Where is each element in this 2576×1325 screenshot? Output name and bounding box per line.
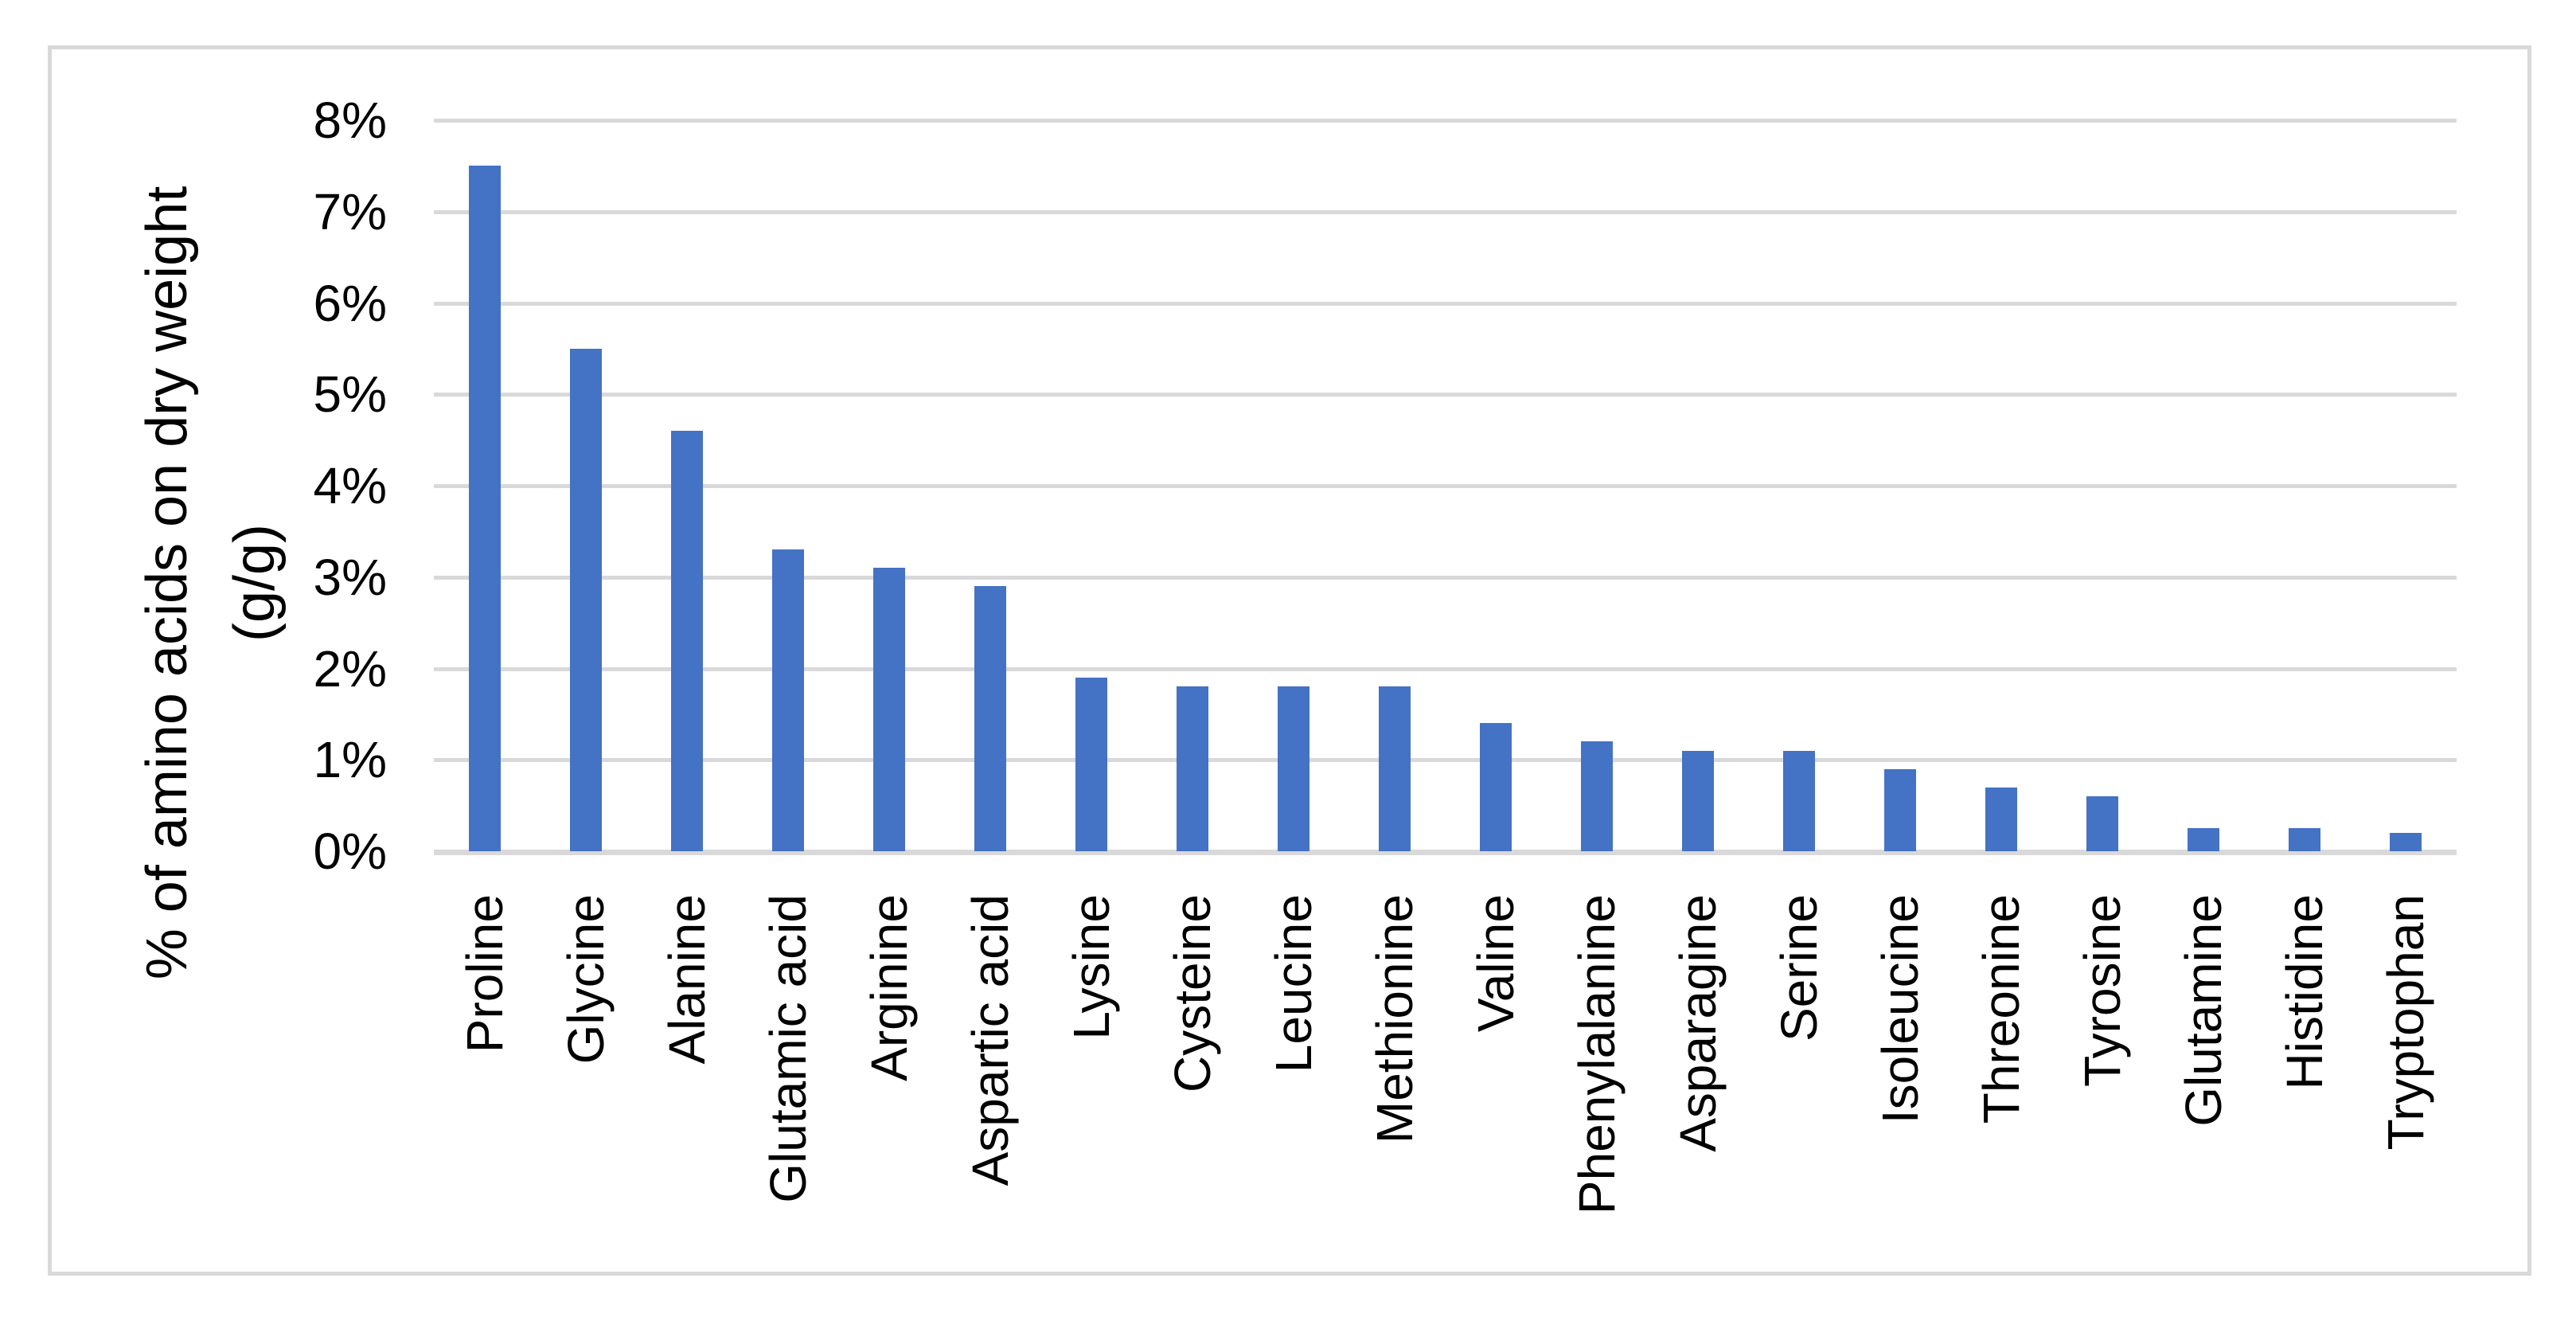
y-tick-label: 5%	[313, 365, 388, 424]
bar-serine	[1783, 750, 1816, 851]
bar-aspartic-acid	[974, 586, 1006, 851]
y-tick-label: 4%	[313, 457, 388, 514]
bar-glycine	[569, 348, 602, 851]
x-category-label: Alanine	[658, 894, 716, 1065]
bar-arginine	[872, 568, 905, 851]
x-category-label: Lysine	[1062, 894, 1120, 1040]
bar-glutamic-acid	[771, 549, 804, 851]
x-category-label: Asparagine	[1669, 894, 1727, 1152]
bar-tyrosine	[2086, 796, 2119, 851]
x-category-label: Threonine	[1973, 894, 2031, 1124]
x-category-label: Cysteine	[1163, 894, 1221, 1092]
x-category-label: Aspartic acid	[961, 894, 1019, 1186]
bar-valine	[1480, 723, 1512, 851]
bar-histidine	[2289, 828, 2321, 851]
gridline	[434, 484, 2457, 488]
x-category-label: Phenylalanine	[1568, 894, 1626, 1215]
gridline	[434, 666, 2457, 671]
gridline	[434, 301, 2457, 306]
x-category-label: Valine	[1467, 894, 1525, 1033]
x-category-label: Isoleucine	[1872, 894, 1930, 1124]
x-category-label: Serine	[1770, 894, 1829, 1042]
x-category-label: Tryptophan	[2377, 894, 2435, 1151]
y-tick-label: 1%	[313, 731, 388, 789]
gridline	[434, 209, 2457, 214]
bar-glutamine	[2188, 828, 2220, 851]
bar-methionine	[1378, 686, 1411, 851]
bar-alanine	[670, 431, 703, 851]
gridline	[434, 119, 2457, 123]
bar-cysteine	[1176, 686, 1208, 851]
bar-asparagine	[1682, 750, 1715, 851]
bar-lysine	[1075, 677, 1107, 851]
bar-proline	[468, 166, 501, 851]
gridline	[434, 393, 2457, 397]
y-tick-label: 8%	[313, 92, 388, 149]
bar-phenylalanine	[1581, 741, 1614, 851]
x-category-label: Leucine	[1264, 894, 1322, 1073]
y-tick-label: 2%	[313, 639, 388, 698]
y-tick-label: 7%	[313, 182, 388, 240]
gridline	[434, 575, 2457, 580]
y-tick-label: 6%	[313, 274, 388, 332]
x-axis-line	[434, 850, 2457, 855]
gridline	[434, 758, 2457, 763]
x-category-label: Arginine	[860, 894, 918, 1081]
x-category-label: Proline	[455, 894, 513, 1053]
chart-frame: % of amino acids on dry weight (g/g) 0% 1…	[48, 45, 2531, 1276]
x-category-label: Glutamic acid	[759, 894, 817, 1203]
bar-tryptophan	[2390, 833, 2422, 851]
x-category-label: Tyrosine	[2074, 894, 2132, 1087]
bar-leucine	[1277, 686, 1309, 851]
y-tick-label: 3%	[313, 548, 388, 606]
x-category-label: Methionine	[1365, 894, 1423, 1144]
bar-isoleucine	[1884, 768, 1917, 851]
x-category-label: Glycine	[556, 894, 615, 1065]
x-category-label: Glutamine	[2175, 894, 2233, 1127]
y-tick-label: 0%	[313, 823, 388, 880]
bar-threonine	[1985, 787, 2018, 851]
x-category-label: Histidine	[2276, 894, 2334, 1090]
